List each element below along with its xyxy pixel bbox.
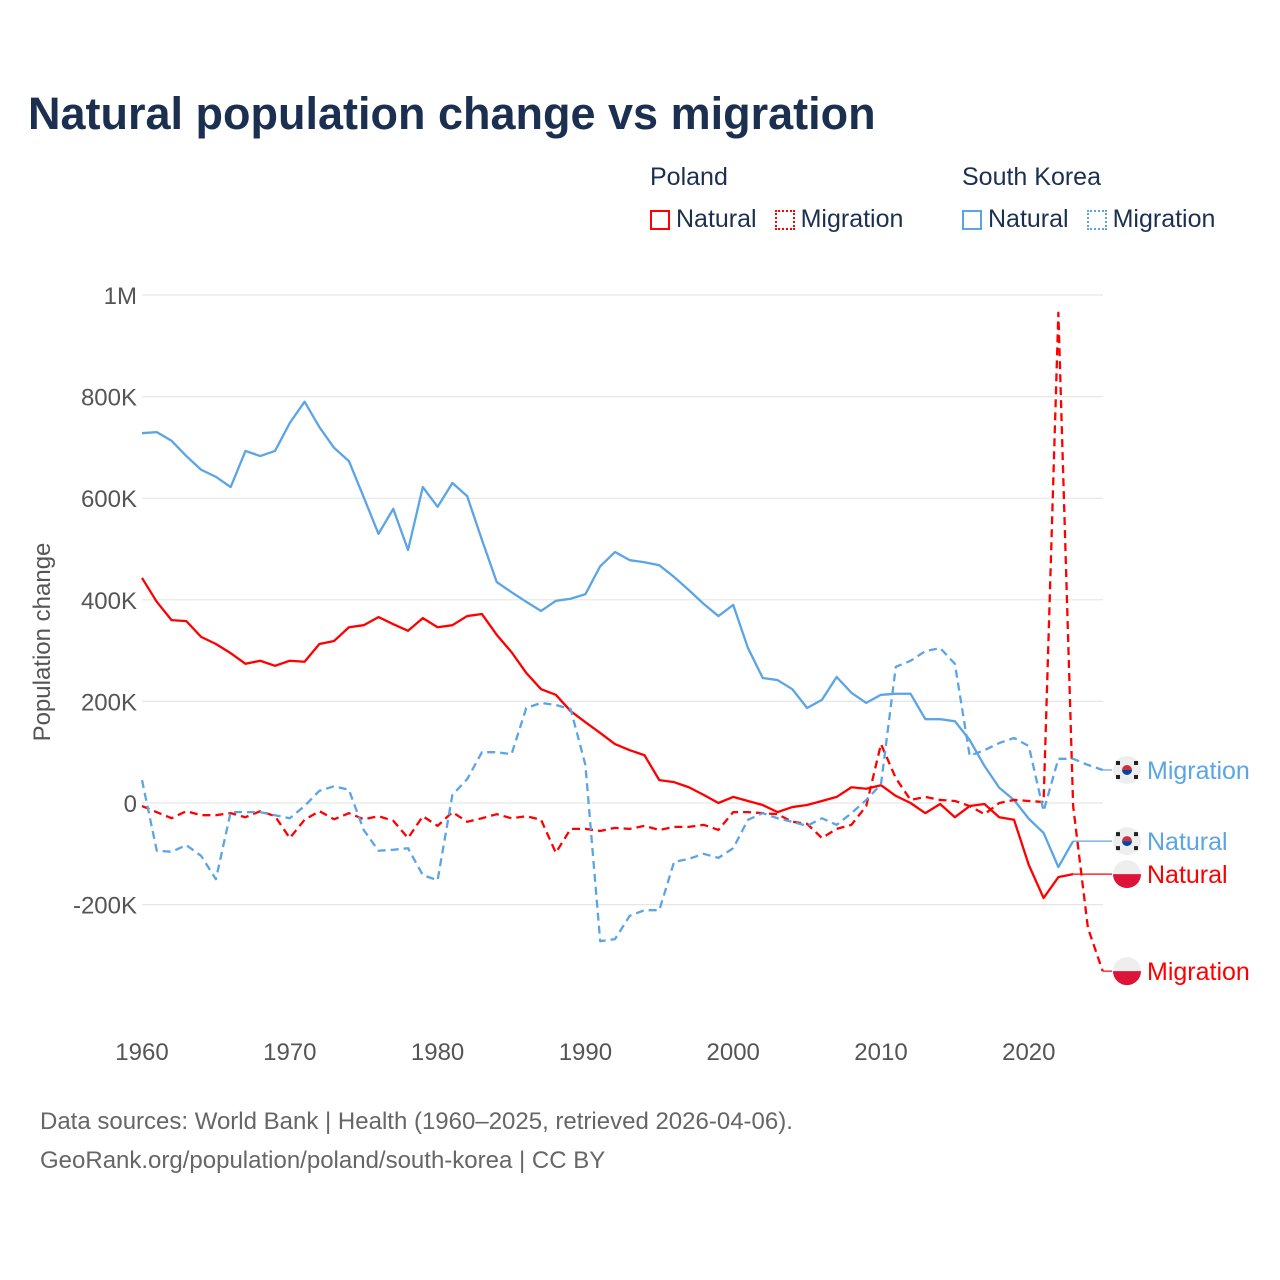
end-label-kr-natural: Natural xyxy=(1147,828,1228,856)
legend-swatch xyxy=(650,209,670,230)
legend-item-korea-migration[interactable]: Migration xyxy=(1086,205,1216,234)
end-label-pl-natural: Natural xyxy=(1147,861,1228,889)
legend-swatch xyxy=(962,209,982,230)
legend-swatch xyxy=(774,209,795,230)
x-tick-label: 1970 xyxy=(263,1039,316,1066)
legend-label: Natural xyxy=(988,205,1069,233)
end-label-pl-migration: Migration xyxy=(1147,958,1250,986)
poland-flag-icon xyxy=(1113,957,1141,986)
end-label-kr-migration: Migration xyxy=(1147,757,1250,785)
series-line-pl-migration[interactable] xyxy=(141,311,1104,972)
legend-label: Migration xyxy=(800,205,904,233)
y-tick-label: 0 xyxy=(124,791,137,818)
y-tick-label: 1M xyxy=(104,283,137,310)
legend-group-poland: Poland xyxy=(650,163,728,191)
poland-flag-icon xyxy=(1113,860,1141,889)
footer-credit: GeoRank.org/population/poland/south-kore… xyxy=(40,1147,606,1174)
x-tick-label: 1980 xyxy=(411,1039,464,1066)
y-tick-label: 400K xyxy=(81,588,137,615)
x-tick-label: 2000 xyxy=(707,1039,760,1066)
legend-label: Natural xyxy=(676,205,757,233)
x-tick-label: 2020 xyxy=(1002,1039,1055,1066)
y-tick-label: 600K xyxy=(81,486,137,513)
series-line-kr-natural[interactable] xyxy=(141,400,1075,869)
legend-item-korea-natural[interactable]: Natural xyxy=(962,205,1069,234)
legend-item-poland-natural[interactable]: Natural xyxy=(650,205,757,234)
series-line-pl-natural[interactable] xyxy=(141,577,1074,900)
chart-title: Natural population change vs migration xyxy=(28,88,876,139)
y-tick-label: 800K xyxy=(81,385,137,412)
legend-group-south-korea: South Korea xyxy=(962,163,1101,191)
legend-poland: Natural Migration xyxy=(650,205,903,234)
legend-south-korea: Natural Migration xyxy=(962,205,1215,234)
y-tick-label: 200K xyxy=(81,689,137,716)
x-tick-label: 1960 xyxy=(115,1039,168,1066)
series-line-kr-migration[interactable] xyxy=(140,646,1104,943)
footer-sources: Data sources: World Bank | Health (1960–… xyxy=(40,1108,793,1135)
x-tick-label: 2010 xyxy=(854,1039,907,1066)
y-axis-label: Population change xyxy=(29,543,56,742)
legend-swatch xyxy=(1086,209,1107,230)
x-tick-label: 1990 xyxy=(559,1039,612,1066)
legend-label: Migration xyxy=(1112,205,1216,233)
south-korea-flag-icon xyxy=(1113,827,1141,856)
south-korea-flag-icon xyxy=(1113,755,1141,784)
y-tick-label: -200K xyxy=(73,893,137,920)
legend-item-poland-migration[interactable]: Migration xyxy=(774,205,904,234)
